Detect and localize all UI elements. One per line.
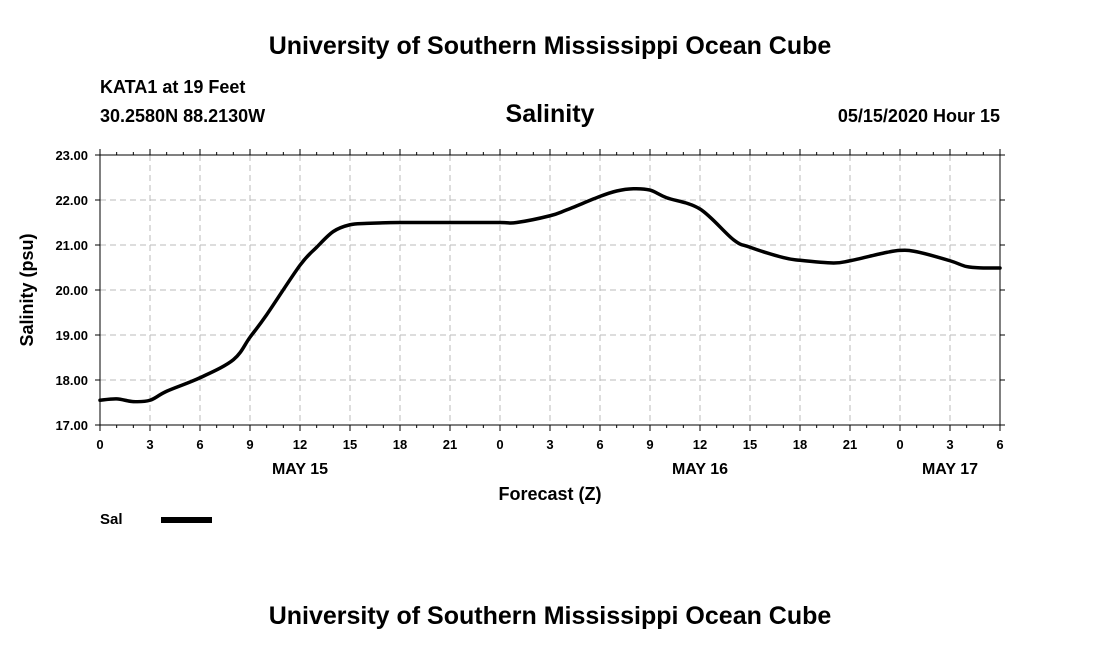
x-axis-label: Forecast (Z)	[498, 484, 601, 504]
x-tick-label: 9	[646, 437, 653, 452]
plot-frame	[99, 154, 1001, 426]
x-tick-label: 18	[793, 437, 807, 452]
series-line-sal	[98, 186, 1002, 404]
x-tick-label: 0	[496, 437, 503, 452]
x-tick-label: 12	[693, 437, 707, 452]
grid-lines	[100, 155, 1000, 425]
y-tick-label: 21.00	[55, 238, 88, 253]
x-tick-labels: 0 3 6 9 12 15 18 21 0 3 6 9 12 15 18 21 0 3 6	[96, 437, 1003, 452]
y-tick-label: 22.00	[55, 193, 88, 208]
y-tick-label: 17.00	[55, 418, 88, 433]
chart-title: University of Southern Mississippi Ocean…	[268, 32, 832, 60]
date-label: MAY 15	[272, 461, 328, 478]
y-tick-label: 20.00	[55, 283, 88, 298]
x-tick-label: 12	[293, 437, 307, 452]
x-tick-label: 21	[843, 437, 857, 452]
x-tick-label: 0	[896, 437, 903, 452]
x-tick-label: 6	[196, 437, 203, 452]
x-tick-label: 15	[343, 437, 357, 452]
footer-title: University of Southern Mississippi Ocean…	[268, 602, 832, 630]
x-tick-label: 6	[996, 437, 1003, 452]
y-tick-label: 18.00	[55, 373, 88, 388]
x-tick-label: 21	[443, 437, 457, 452]
y-tick-labels: 17.00 18.00 19.00 20.00 21.00 22.00 23.00	[55, 148, 88, 433]
station-coordinates: 30.2580N 88.2130W	[100, 106, 266, 126]
legend-label-sal: Sal	[100, 511, 123, 528]
station-label: KATA1 at 19 Feet	[100, 77, 246, 97]
date-label: MAY 16	[672, 461, 728, 478]
y-tick-label: 23.00	[55, 148, 88, 163]
x-tick-label: 3	[546, 437, 553, 452]
date-label: MAY 17	[922, 461, 978, 478]
forecast-timestamp: 05/15/2020 Hour 15	[837, 106, 1000, 126]
x-tick-label: 15	[743, 437, 757, 452]
x-tick-label: 0	[96, 437, 103, 452]
x-tick-label: 3	[146, 437, 153, 452]
x-tick-label: 9	[246, 437, 253, 452]
y-tick-label: 19.00	[55, 328, 88, 343]
x-tick-label: 6	[596, 437, 603, 452]
x-tick-label: 18	[393, 437, 407, 452]
y-axis-label: Salinity (psu)	[17, 233, 37, 346]
variable-name: Salinity	[505, 100, 595, 128]
date-labels: MAY 15 MAY 16 MAY 17	[272, 461, 978, 478]
x-tick-label: 3	[946, 437, 953, 452]
